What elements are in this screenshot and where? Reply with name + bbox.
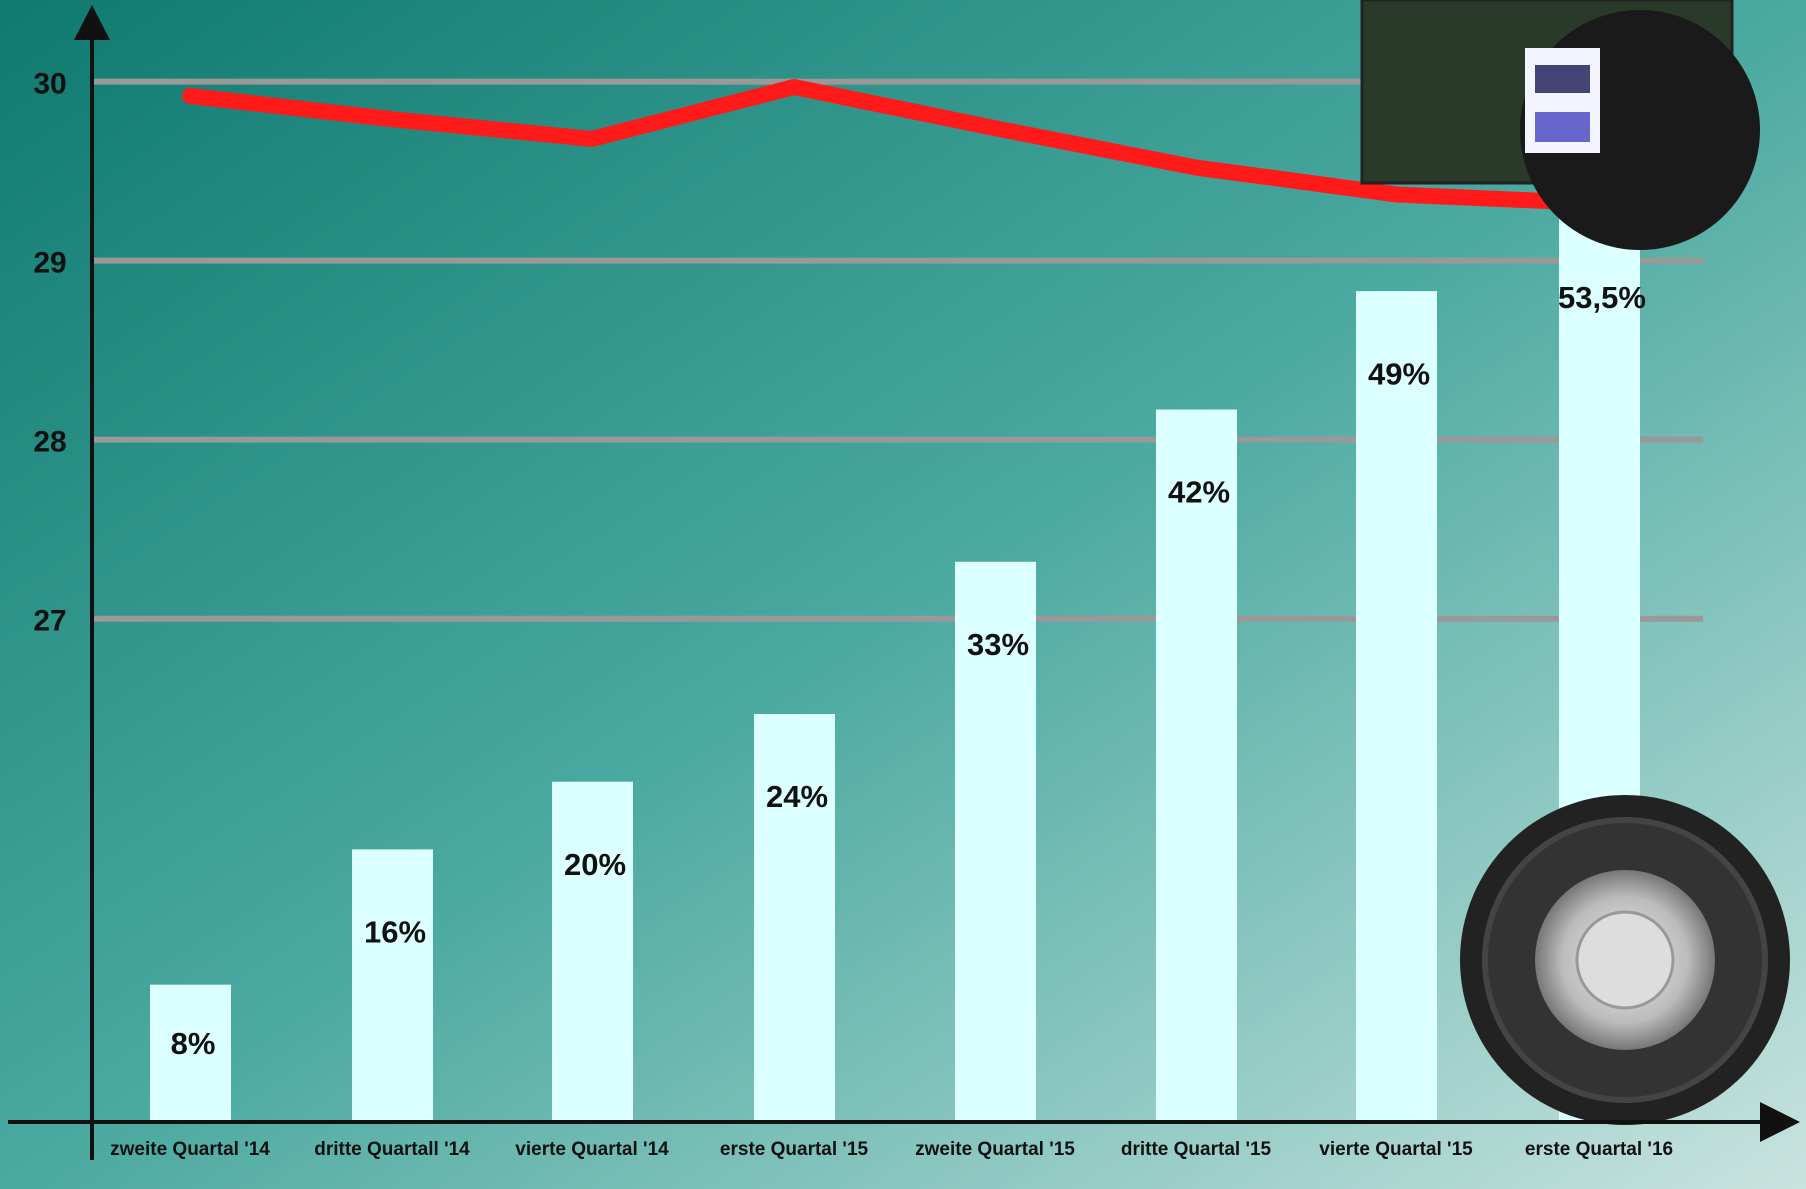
y-tick-label: 27 (33, 605, 66, 638)
value-label: 8% (171, 1026, 216, 1061)
line (182, 78, 1607, 212)
value-label: 53,5% (1558, 280, 1646, 315)
bar (150, 984, 231, 1120)
x-tick-label: vierte Quartal '14 (515, 1139, 669, 1160)
y-tick-label: 30 (33, 68, 66, 101)
x-tick-label: dritte Quartall '14 (314, 1139, 470, 1160)
value-label: 16% (364, 915, 426, 950)
value-label: 33% (967, 627, 1029, 662)
x-tick-label: zweite Quartal '15 (915, 1139, 1075, 1160)
x-axis-arrow (1760, 1102, 1800, 1142)
value-label: 20% (564, 847, 626, 882)
y-tick-label: 28 (33, 426, 66, 459)
y-axis-arrow (74, 5, 110, 40)
value-label: 42% (1168, 475, 1230, 510)
x-tick-label: vierte Quartal '15 (1319, 1139, 1473, 1160)
bar (552, 781, 633, 1120)
value-label: 24% (766, 779, 828, 814)
bar (1156, 409, 1237, 1120)
bar (352, 849, 433, 1120)
y-tick-label: 29 (33, 247, 66, 280)
plot-area: 27 28 29 30 zweite Quartal '14 dritte Quartal… (33, 68, 1703, 1160)
bar (1356, 291, 1437, 1121)
tire-image (1460, 795, 1790, 1125)
bar (754, 714, 835, 1120)
x-tick-label: erste Quartal '15 (720, 1139, 869, 1160)
x-tick-label: erste Quartal '16 (1525, 1139, 1673, 1160)
bar (955, 561, 1036, 1120)
value-label: 49% (1368, 356, 1430, 391)
x-tick-label: dritte Quartal '15 (1121, 1139, 1272, 1160)
photo (1360, 0, 1760, 250)
x-tick-label: zweite Quartal '14 (110, 1139, 270, 1160)
